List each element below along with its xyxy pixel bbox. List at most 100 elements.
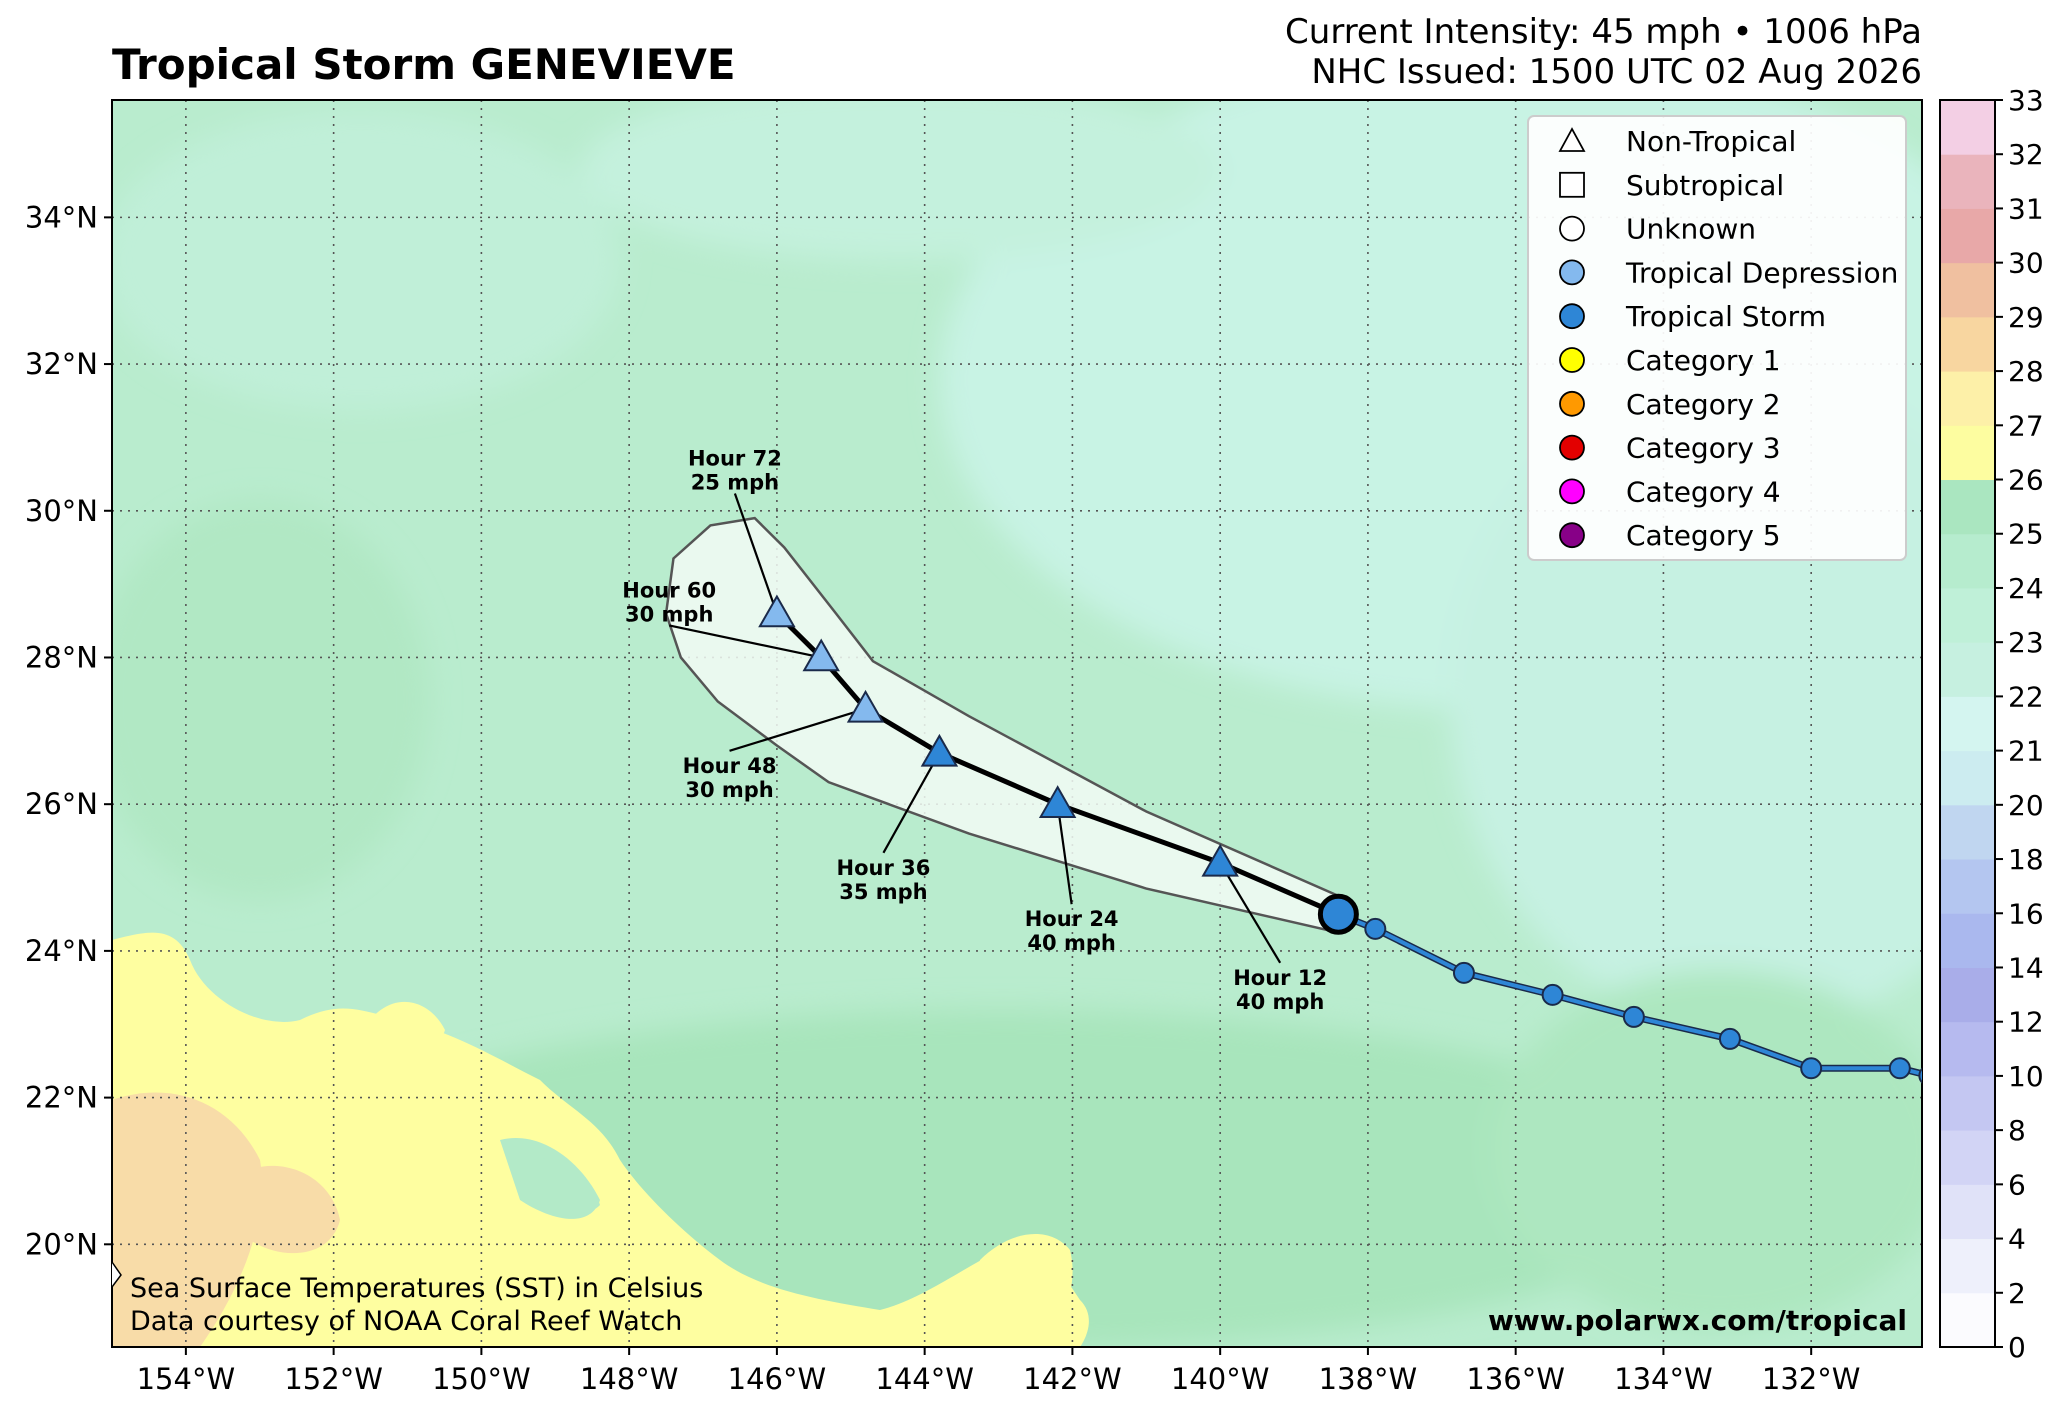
legend-item-label: Category 4 (1626, 475, 1781, 508)
colorbar-label: 2 (2008, 1277, 2026, 1310)
lat-tick-label: 32°N (25, 347, 98, 381)
lat-tick-label: 28°N (25, 640, 98, 674)
forecast-point-marker (846, 689, 885, 723)
forecast-hour-label: Hour 36 (837, 856, 931, 880)
leader-line (668, 624, 822, 659)
legend-item-label: Category 1 (1626, 344, 1781, 377)
lon-tick-label: 136°W (1466, 1362, 1565, 1396)
colorbar-cell (1940, 262, 1995, 318)
legend-item-label: Category 3 (1626, 432, 1781, 465)
colorbar-label: 10 (2008, 1060, 2044, 1093)
colorbar-cell (1940, 804, 1995, 860)
sst-colorbar: 0246810121416182021222324252627282930313… (1939, 84, 2044, 1364)
past-position-point (1541, 983, 1564, 1006)
lat-tick-label: 22°N (25, 1081, 98, 1115)
lon-tick-label: 154°W (137, 1362, 236, 1396)
legend-item-label: Non-Tropical (1626, 125, 1796, 158)
lat-tick-label: 26°N (25, 787, 98, 821)
leader-line (1219, 862, 1282, 964)
colorbar-label: 22 (2008, 680, 2044, 713)
legend-item-label: Unknown (1626, 213, 1756, 246)
forecast-wind-label: 35 mph (839, 880, 927, 904)
colorbar-cell (1940, 1021, 1995, 1077)
colorbar-cell (1940, 1184, 1995, 1240)
colorbar-cell (1940, 100, 1995, 155)
colorbar-label: 28 (2008, 355, 2044, 388)
colorbar-label: 6 (2008, 1168, 2026, 1201)
current-intensity: Current Intensity: 45 mph • 1006 hPa (1285, 12, 1922, 52)
credits: Sea Surface Temperatures (SST) in Celsiu… (111, 1261, 1907, 1337)
colorbar-cell (1940, 750, 1995, 806)
legend-item-label: Tropical Storm (1625, 300, 1826, 333)
colorbar-cell (1940, 696, 1995, 752)
colorbar-label: 25 (2008, 518, 2044, 551)
lon-tick-label: 150°W (432, 1362, 531, 1396)
colorbar-cell (1940, 967, 1995, 1023)
colorbar-cell (1940, 208, 1995, 264)
website-credit: www.polarwx.com/tropical (1488, 1304, 1907, 1337)
current-position-circle (1317, 893, 1359, 935)
legend-circle-icon (1559, 522, 1585, 549)
colorbar-cell (1940, 1130, 1995, 1185)
colorbar-label: 8 (2008, 1114, 2026, 1147)
lon-tick-label: 140°W (1171, 1362, 1270, 1396)
legend-circle-icon (1559, 303, 1585, 330)
legend: Non-Tropical Subtropical Unknown Tropical D… (1527, 115, 1907, 561)
colorbar-label: 4 (2008, 1223, 2026, 1256)
forecast-hour-label: Hour 12 (1233, 966, 1327, 990)
colorbar-label: 20 (2008, 789, 2044, 822)
colorbar-cell (1940, 913, 1995, 968)
forecast-cone (664, 516, 1340, 935)
lon-tick-label: 132°W (1762, 1362, 1861, 1396)
legend-circle-icon (1559, 215, 1585, 242)
colorbar-cell (1940, 1292, 1995, 1348)
forecast-hour-label: Hour 60 (622, 578, 716, 602)
forecast-point-marker (802, 638, 840, 672)
leader-line (882, 752, 941, 854)
legend-item-label: Category 5 (1626, 519, 1781, 552)
colorbar-label: 12 (2008, 1006, 2044, 1039)
latitude-ticks: 20°N 22°N 24°N 26°N 28°N 30°N 32°N 34°N (25, 200, 112, 1261)
colorbar-label: 24 (2008, 572, 2044, 605)
colorbar-label: 32 (2008, 138, 2044, 171)
legend-circle-icon (1559, 347, 1585, 373)
colorbar-label: 31 (2008, 192, 2044, 225)
legend-box (1527, 115, 1907, 561)
lon-tick-label: 142°W (1023, 1362, 1122, 1396)
map-frame (111, 99, 1923, 1348)
lon-tick-label: 144°W (875, 1362, 974, 1396)
forecast-wind-label: 30 mph (685, 778, 773, 802)
colorbar-label: 0 (2008, 1331, 2026, 1364)
colorbar-label: 33 (2008, 84, 2044, 117)
legend-circle-icon (1559, 390, 1585, 417)
longitude-ticks: 154°W 152°W 150°W 148°W 146°W 144°W 142°W 140°W… (137, 1347, 1861, 1396)
past-position-point (1800, 1057, 1823, 1080)
colorbar-cell (1940, 587, 1995, 643)
colorbar-cell (1940, 1075, 1995, 1131)
past-position-point (1918, 1067, 1922, 1084)
forecast-point-marker (1038, 785, 1077, 818)
colorbar-cell (1940, 1238, 1995, 1294)
nhc-issued: NHC Issued: 1500 UTC 02 Aug 2026 (1311, 52, 1922, 92)
lat-tick-label: 30°N (25, 494, 98, 528)
forecast-wind-label: 30 mph (625, 602, 713, 626)
legend-item-label: Subtropical (1626, 169, 1784, 202)
colorbar-label: 14 (2008, 951, 2044, 984)
forecast-point-marker (1201, 843, 1239, 877)
forecast-wind-label: 40 mph (1236, 990, 1324, 1014)
lon-tick-label: 152°W (284, 1362, 383, 1396)
colorbar-cell (1940, 479, 1995, 535)
sst-credit-line1: Sea Surface Temperatures (SST) in Celsiu… (130, 1273, 703, 1304)
colorbar-cell (1940, 371, 1995, 426)
forecast-leader-lines (668, 493, 1282, 964)
leader-line (729, 707, 866, 752)
forecast-hour-label: Hour 24 (1025, 907, 1119, 931)
forecast-hour-label: Hour 48 (683, 754, 777, 778)
lat-tick-label: 24°N (25, 934, 98, 968)
forecast-point-marker (758, 594, 796, 628)
leader-line (733, 493, 778, 614)
colorbar-cell (1940, 533, 1995, 589)
colorbar-cell (1940, 425, 1995, 481)
